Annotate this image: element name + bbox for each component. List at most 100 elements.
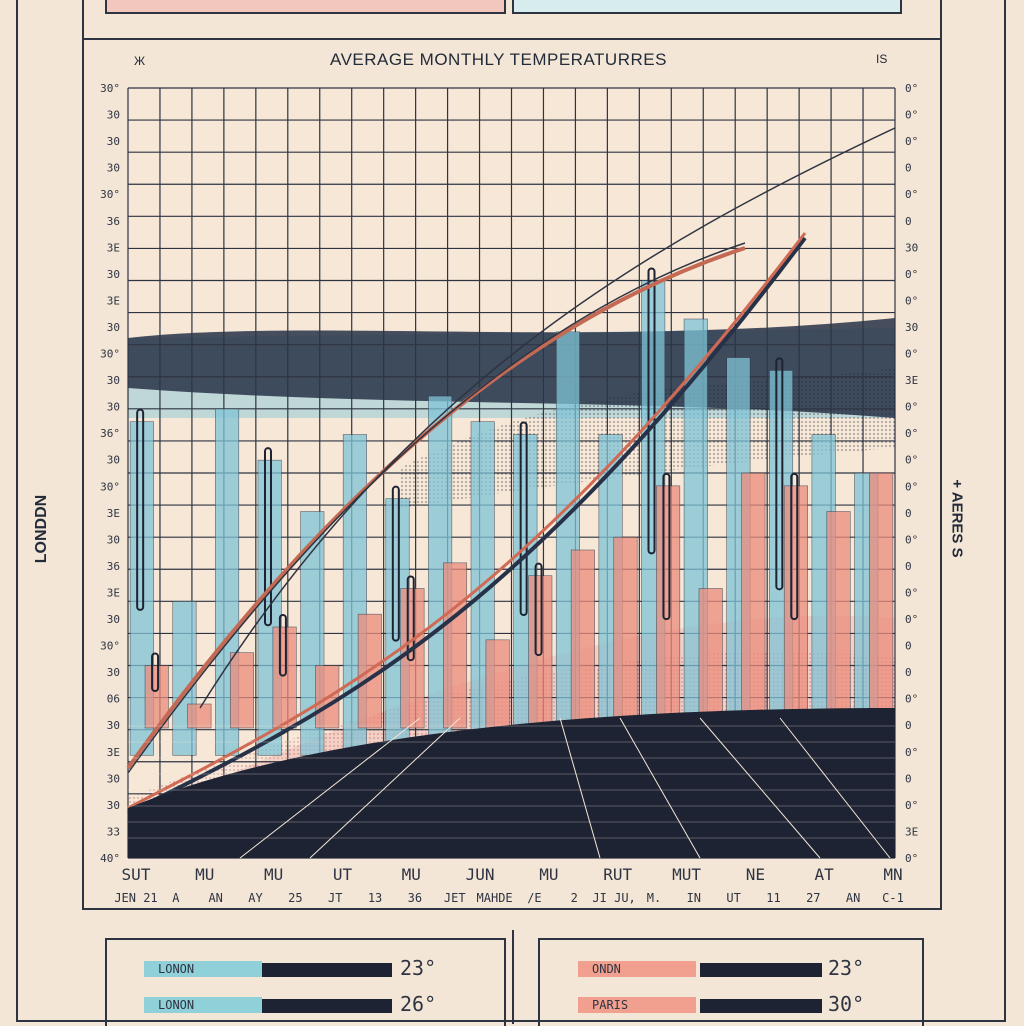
y-tick-label-left: 36	[107, 215, 120, 228]
bar	[528, 575, 553, 729]
x-tick-label-secondary: 13	[368, 891, 382, 905]
y-tick-label-right: 0°	[905, 852, 918, 865]
y-tick-label-left: 40°	[100, 852, 120, 865]
bar	[172, 601, 197, 756]
x-tick-label-secondary: AY	[248, 891, 263, 905]
bar	[570, 549, 595, 729]
y-tick-label-left: 3E	[107, 294, 120, 307]
bar	[783, 485, 808, 729]
y-tick-label-right: 0°	[905, 268, 918, 281]
bar	[229, 652, 255, 729]
y-tick-label-right: 0	[905, 666, 912, 679]
x-tick-label: RUT	[603, 865, 632, 884]
y-tick-label-left: 30	[107, 666, 120, 679]
x-tick-label: MU	[264, 865, 283, 884]
x-tick-label: SUT	[122, 865, 151, 884]
y-tick-label-right: 0°	[905, 294, 918, 307]
bar	[869, 472, 894, 729]
bar-outline	[775, 357, 784, 591]
y-tick-label-left: 3E	[107, 746, 120, 759]
top-panel-right	[512, 0, 902, 14]
trend-line-outline	[127, 242, 746, 774]
bar	[613, 536, 638, 729]
x-tick-label-secondary: AN	[208, 891, 222, 905]
x-tick-label: JUN	[466, 865, 495, 884]
header-divider	[82, 38, 942, 40]
y-tick-label-right: 0	[905, 162, 912, 175]
bar	[485, 639, 510, 729]
legend-level-bar	[700, 999, 822, 1013]
y-tick-label-left: 30°	[100, 480, 120, 493]
x-tick-label-secondary: AN	[846, 891, 860, 905]
x-tick-label: NE	[746, 865, 765, 884]
y-tick-label-left: 30	[107, 719, 120, 732]
y-tick-label-right: 0°	[905, 82, 918, 95]
x-tick-label-secondary: JI JU,	[592, 891, 635, 905]
top-panel-left	[105, 0, 506, 14]
y-tick-label-right: 0°	[905, 188, 918, 201]
x-tick-label-secondary: MAHDE	[477, 891, 513, 905]
legend-level-bar	[262, 999, 392, 1013]
header-mark-right: IS	[876, 52, 888, 66]
bar	[272, 626, 297, 729]
trend-line-navy	[127, 236, 807, 815]
y-tick-label-left: 06	[107, 693, 120, 706]
x-tick-label-secondary: JEN 21	[114, 891, 157, 905]
trend-line-thin	[199, 127, 896, 709]
y-tick-label-right: 0	[905, 719, 912, 732]
x-tick-label: MU	[539, 865, 558, 884]
y-tick-label-left: 30	[107, 374, 120, 387]
x-tick-label-secondary: /E	[527, 891, 541, 905]
x-tick-label-secondary: 36	[408, 891, 422, 905]
y-tick-label-left: 30	[107, 268, 120, 281]
y-tick-label-left: 3E	[107, 586, 120, 599]
y-tick-label-right: 0	[905, 640, 912, 653]
x-tick-label: MU	[402, 865, 421, 884]
x-tick-label-secondary: UT	[726, 891, 740, 905]
floor	[128, 708, 895, 858]
y-tick-label-left: 30	[107, 109, 120, 122]
main-right-rule	[940, 40, 942, 910]
floor-ray	[619, 717, 701, 859]
y-tick-label-left: 30°	[100, 188, 120, 201]
bar-outline	[406, 575, 415, 662]
legend-divider	[512, 930, 514, 1024]
bar	[443, 562, 468, 729]
x-tick-label: UT	[333, 865, 353, 884]
legend-label: LONON	[144, 997, 262, 1013]
y-tick-label-left: 30	[107, 321, 120, 334]
bar	[187, 703, 212, 729]
floor-ray	[239, 717, 421, 859]
bar	[656, 485, 681, 729]
header-mark-left: Ж	[134, 54, 146, 68]
legend-level-bar	[700, 963, 822, 977]
floor-ray	[699, 717, 821, 859]
y-tick-label-right: 0°	[905, 613, 918, 626]
trend-line-red	[127, 232, 807, 810]
y-tick-label-left: 30	[107, 135, 120, 148]
y-tick-label-left: 30	[107, 799, 120, 812]
y-tick-label-left: 3E	[107, 241, 120, 254]
x-tick-label: MUT	[672, 865, 701, 884]
y-tick-label-right: 0°	[905, 348, 918, 361]
y-tick-label-right: 30	[905, 241, 918, 254]
x-tick-label-secondary: JT	[328, 891, 342, 905]
floor-ray	[309, 717, 461, 859]
x-tick-label: MN	[883, 865, 902, 884]
bar-outline	[647, 267, 656, 555]
y-tick-label-right: 30	[905, 321, 918, 334]
bar-outline	[136, 408, 145, 611]
y-tick-label-right: 0	[905, 507, 912, 520]
legend-level-bar	[262, 963, 392, 977]
x-tick-label-secondary: C-1	[882, 891, 904, 905]
bar-outline	[534, 562, 543, 657]
legend-label: ONDN	[578, 961, 696, 977]
bar	[741, 472, 766, 729]
y-tick-label-left: 36°	[100, 427, 120, 440]
outer-frame	[16, 0, 1006, 1022]
bar	[400, 588, 425, 729]
legend-value: 23°	[400, 956, 437, 980]
y-tick-label-right: 0°	[905, 427, 918, 440]
y-tick-label-left: 30	[107, 613, 120, 626]
y-tick-label-right: 0	[905, 560, 912, 573]
